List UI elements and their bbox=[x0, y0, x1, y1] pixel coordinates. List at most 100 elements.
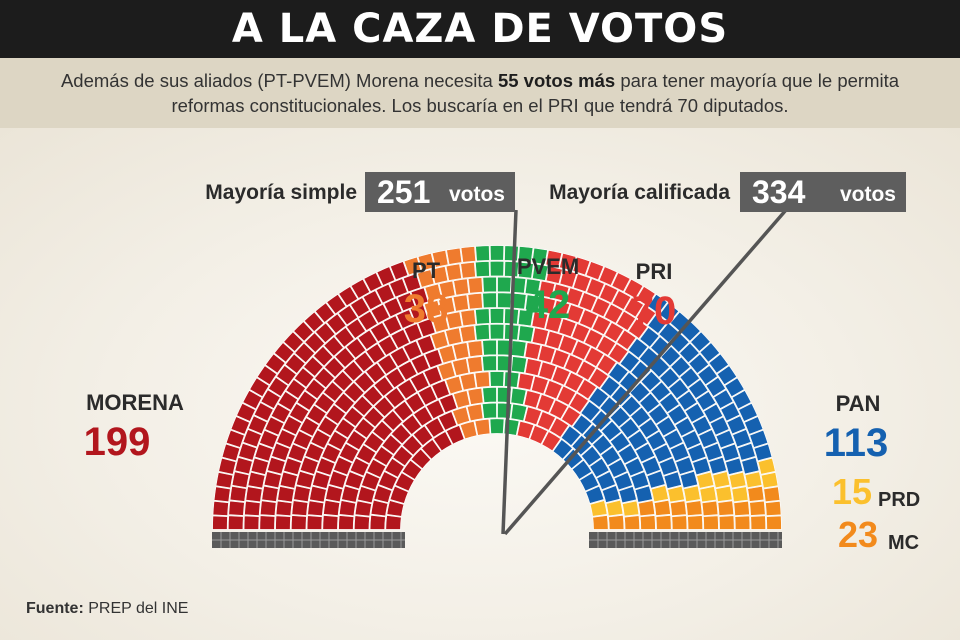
seat-morena bbox=[245, 486, 263, 503]
seat-pvem bbox=[474, 324, 490, 341]
seat-mc bbox=[653, 500, 671, 516]
seat-pan bbox=[601, 485, 621, 503]
seat-pan bbox=[592, 434, 613, 455]
seat-pri bbox=[576, 360, 597, 381]
seat-pvem bbox=[475, 261, 490, 278]
seat-pvem bbox=[482, 339, 497, 356]
seat-morena bbox=[378, 471, 398, 491]
seat-morena bbox=[439, 394, 458, 414]
label-prd-value: 15 bbox=[832, 471, 872, 512]
seat-pri bbox=[578, 292, 598, 312]
chart-area: MORENA 199 PT 38 PVEM 42 PRI 70 PAN 113 15 PRD 23 MC … bbox=[0, 128, 960, 640]
seat-prd bbox=[589, 500, 608, 517]
seat-pan bbox=[679, 367, 700, 388]
seat-morena bbox=[276, 429, 296, 448]
seat-morena bbox=[309, 485, 327, 503]
seat-mc bbox=[703, 515, 719, 530]
seat-morena bbox=[390, 329, 410, 349]
seat-morena bbox=[354, 500, 372, 517]
seat-pri bbox=[588, 367, 609, 389]
seat-pan bbox=[674, 417, 695, 437]
seat-pri bbox=[584, 329, 604, 349]
seat-pt bbox=[452, 406, 470, 426]
seat-pan bbox=[663, 429, 684, 449]
seat-pan bbox=[640, 370, 662, 392]
seat-pan bbox=[588, 387, 609, 408]
seat-pt bbox=[467, 340, 484, 358]
seat-morena bbox=[270, 403, 291, 423]
seat-prd bbox=[760, 472, 779, 489]
seat-pan bbox=[658, 457, 678, 476]
seat-pan bbox=[703, 442, 723, 462]
seat-morena bbox=[305, 378, 326, 400]
seat-pan bbox=[696, 391, 717, 411]
seat-morena bbox=[413, 406, 433, 427]
seat-morena bbox=[321, 443, 341, 463]
seat-pri bbox=[623, 278, 644, 299]
seat-morena bbox=[317, 416, 338, 437]
seat-morena bbox=[291, 500, 309, 516]
seat-pan bbox=[681, 430, 701, 450]
seat-pt bbox=[438, 280, 456, 299]
subtitle-text: Además de sus aliados (PT-PVEM) Morena n… bbox=[50, 68, 910, 118]
seat-pvem bbox=[517, 309, 534, 327]
seat-morena bbox=[370, 322, 390, 343]
seat-morena bbox=[323, 336, 344, 357]
seat-pri bbox=[596, 354, 617, 375]
seat-pan bbox=[585, 485, 605, 504]
seat-morena bbox=[334, 327, 355, 348]
seat-morena bbox=[401, 414, 422, 435]
source-note: Fuente: PREP del INE bbox=[26, 600, 188, 618]
seat-pvem bbox=[510, 340, 527, 358]
seat-morena bbox=[314, 302, 336, 323]
seat-pvem bbox=[475, 245, 490, 262]
seat-morena bbox=[390, 261, 409, 281]
label-morena-value: 199 bbox=[84, 420, 151, 464]
seat-mc bbox=[655, 515, 672, 530]
seat-morena bbox=[273, 342, 295, 363]
seat-pri bbox=[538, 296, 556, 315]
seat-pvem bbox=[504, 371, 520, 388]
seat-morena bbox=[385, 387, 406, 408]
seat-mc bbox=[749, 500, 766, 516]
seat-morena bbox=[421, 439, 442, 460]
seat-pri bbox=[556, 385, 577, 406]
annotation-box-2 bbox=[740, 172, 906, 212]
seat-morena bbox=[365, 362, 386, 384]
seat-pri bbox=[531, 311, 549, 330]
seat-pri bbox=[516, 420, 535, 440]
seat-pan bbox=[697, 365, 718, 386]
seat-pan bbox=[737, 442, 756, 461]
seat-pri bbox=[584, 346, 605, 368]
seat-prd bbox=[605, 499, 624, 517]
seat-pvem bbox=[518, 246, 534, 263]
seat-morena bbox=[339, 443, 359, 463]
seat-pan bbox=[608, 362, 629, 384]
seat-morena bbox=[294, 367, 315, 388]
seat-mc bbox=[750, 515, 766, 530]
seat-pan bbox=[600, 446, 621, 466]
seat-morena bbox=[382, 410, 403, 431]
seat-morena bbox=[370, 303, 390, 324]
seat-mc bbox=[717, 500, 734, 516]
seat-morena bbox=[337, 305, 358, 326]
seat-pan bbox=[579, 472, 600, 492]
seat-morena bbox=[230, 416, 250, 435]
seat-pt bbox=[474, 371, 490, 388]
seat-pri bbox=[571, 340, 591, 361]
seat-pan bbox=[715, 429, 735, 449]
seat-pri bbox=[608, 343, 629, 364]
seat-pri bbox=[536, 411, 556, 431]
seat-pri bbox=[596, 335, 617, 356]
seat-prd bbox=[757, 457, 776, 475]
seat-morena bbox=[373, 396, 395, 418]
seat-morena bbox=[334, 392, 355, 414]
seat-pt bbox=[467, 387, 484, 405]
seat-pri bbox=[551, 349, 570, 369]
seat-pt bbox=[437, 361, 456, 381]
seat-pan bbox=[659, 367, 680, 389]
seat-pri bbox=[579, 309, 598, 329]
seat-morena bbox=[417, 318, 436, 338]
seat-morena bbox=[410, 372, 430, 392]
seat-morena bbox=[325, 404, 346, 425]
